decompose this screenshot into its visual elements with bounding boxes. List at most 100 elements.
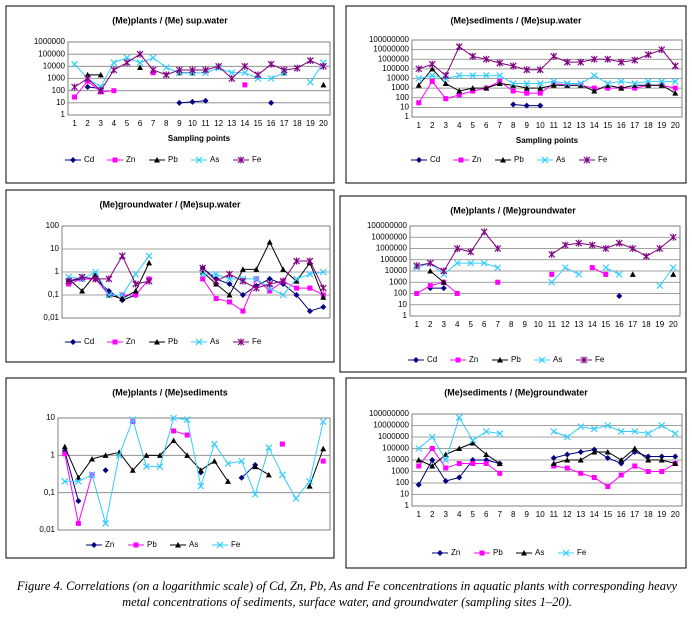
data-point [482, 55, 490, 63]
data-point [62, 451, 68, 457]
data-point [523, 102, 530, 109]
x-tick-label: 19 [306, 119, 315, 128]
data-point [156, 463, 164, 470]
legend-marker [91, 542, 97, 548]
y-tick-label: 1 [405, 112, 410, 121]
data-point [658, 422, 666, 429]
data-point [428, 433, 436, 441]
data-point [162, 71, 170, 79]
x-tick-label: 7 [498, 121, 503, 130]
x-axis-label: Sampling points [516, 136, 579, 145]
legend-marker [497, 357, 503, 363]
data-point [265, 471, 272, 478]
data-point [228, 75, 236, 82]
data-point [306, 478, 314, 485]
data-point [509, 80, 517, 87]
data-point [494, 245, 502, 252]
y-tick-label: 1000 [391, 467, 409, 476]
x-tick-label: 15 [603, 121, 612, 130]
data-point [102, 467, 109, 474]
x-tick-label: 14 [588, 320, 597, 329]
data-point [197, 467, 204, 473]
legend-marker [237, 156, 245, 164]
legend-label: Fe [577, 548, 587, 557]
data-point [241, 62, 249, 70]
data-point [213, 296, 219, 302]
data-point [616, 292, 623, 299]
x-tick-label: 13 [227, 119, 236, 128]
legend-label: Zn [472, 155, 481, 164]
data-point [306, 57, 314, 65]
data-point [536, 80, 544, 87]
x-tick-label: 12 [214, 119, 223, 128]
x-tick-label: 3 [442, 320, 447, 329]
x-tick-label: 3 [444, 121, 449, 130]
data-point [550, 428, 558, 435]
y-tick-label: 10 [46, 413, 55, 422]
data-point [293, 278, 300, 284]
data-point [537, 85, 544, 91]
data-point [319, 418, 327, 426]
x-tick-label: 6 [484, 510, 489, 519]
data-point [496, 80, 503, 87]
data-point [79, 287, 86, 294]
legend-marker [133, 542, 139, 548]
data-point [415, 75, 423, 82]
x-tick-label: 3 [444, 510, 449, 519]
data-point [550, 52, 558, 60]
y-tick-label: 100000 [382, 64, 409, 73]
data-point [184, 432, 190, 438]
data-point [658, 82, 665, 88]
data-point [577, 448, 584, 455]
data-point [238, 474, 245, 481]
y-tick-label: 10000 [387, 455, 410, 464]
chart-title: (Me)plants / (Me)groundwater [450, 205, 576, 215]
data-point [578, 470, 584, 476]
y-tick-label: 0,1 [48, 290, 60, 299]
legend-marker [195, 338, 203, 346]
y-tick-label: 100 [396, 478, 410, 487]
data-point [252, 463, 259, 470]
x-tick-label: 2 [430, 510, 435, 519]
y-tick-label: 0,1 [44, 488, 56, 497]
data-point [252, 275, 260, 283]
data-point [575, 239, 583, 247]
data-point [497, 470, 503, 476]
data-point [456, 460, 462, 466]
data-point [442, 456, 450, 464]
y-tick-label: 1 [403, 311, 408, 320]
data-point [132, 270, 140, 278]
data-point [605, 85, 611, 91]
data-point [189, 98, 196, 105]
data-point [142, 463, 150, 470]
data-point [617, 77, 625, 85]
data-point [254, 71, 262, 79]
data-point [292, 495, 300, 502]
chart-title: (Me)plants / (Me) sup.water [112, 15, 228, 25]
x-tick-label: 17 [280, 119, 289, 128]
data-point [266, 239, 273, 245]
data-point [453, 259, 461, 267]
y-tick-label: 100000000 [369, 409, 410, 418]
x-tick-label: 11 [201, 119, 210, 128]
data-point [483, 460, 489, 466]
data-point [496, 72, 504, 80]
y-tick-label: 10000000 [373, 421, 409, 430]
y-tick-label: 100000000 [369, 35, 410, 44]
x-tick-label: 12 [563, 510, 572, 519]
data-point [604, 82, 611, 88]
y-tick-label: 0,01 [43, 313, 59, 322]
data-point [115, 451, 123, 459]
data-point [89, 455, 95, 462]
x-tick-label: 6 [484, 121, 489, 130]
legend-label: Fe [252, 155, 262, 164]
data-point [483, 451, 490, 458]
y-tick-label: 10000 [43, 61, 66, 70]
x-tick-label: 14 [240, 119, 249, 128]
x-tick-label: 18 [644, 121, 653, 130]
x-tick-label: 15 [253, 119, 262, 128]
legend-marker [437, 550, 443, 556]
data-point [97, 71, 104, 78]
data-point [72, 94, 78, 100]
